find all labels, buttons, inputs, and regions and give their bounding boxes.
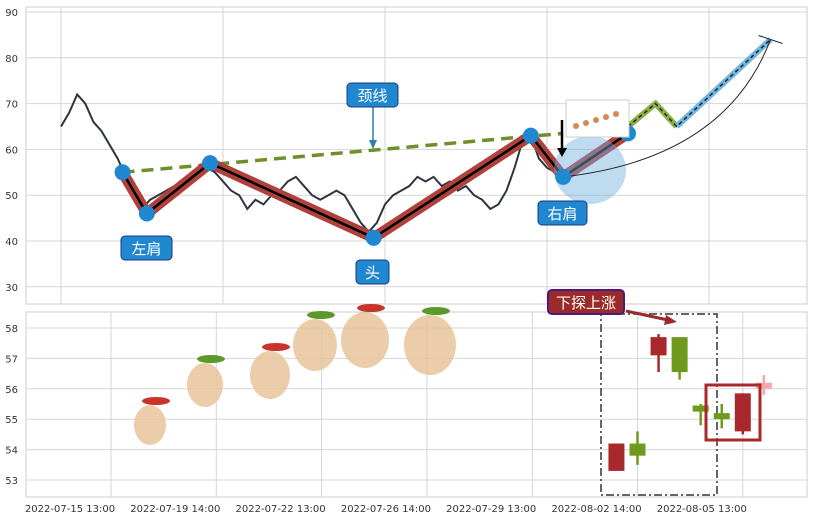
candle-body	[671, 337, 688, 373]
pattern-point-marker	[114, 164, 131, 181]
reindeer-icon	[573, 123, 579, 129]
candle-body	[692, 405, 709, 412]
pattern-point-marker	[555, 168, 572, 185]
y-tick-label: 60	[5, 145, 18, 156]
annotation-arrow-head	[664, 315, 677, 325]
candle-body	[755, 382, 772, 389]
y-tick-label: 57	[5, 354, 18, 365]
target-arc	[563, 39, 772, 178]
y-tick-label: 50	[5, 191, 18, 202]
neckline-arrow-head	[369, 140, 377, 149]
pattern-label: 左肩	[131, 240, 161, 258]
x-tick-label: 2022-08-02 14:00	[551, 504, 641, 515]
pattern-point-marker	[138, 205, 155, 222]
x-tick-label: 2022-08-05 13:00	[657, 504, 747, 515]
candle-body	[650, 337, 667, 356]
pattern-point-marker	[202, 155, 219, 172]
x-tick-label: 2022-07-15 13:00	[25, 504, 115, 515]
dog-sticker	[341, 312, 389, 368]
propeller-icon	[357, 304, 385, 312]
reindeer-icon	[583, 120, 589, 126]
dog-sticker	[293, 319, 337, 371]
projection-up-band	[674, 37, 773, 129]
propeller-icon	[197, 355, 225, 363]
y-tick-label: 30	[5, 283, 18, 294]
x-tick-label: 2022-07-29 13:00	[446, 504, 536, 515]
y-tick-label: 90	[5, 8, 18, 19]
pattern-point-marker	[522, 127, 539, 144]
pattern-label: 颈线	[357, 87, 387, 105]
y-tick-label: 54	[5, 446, 18, 457]
pointer-arrow-head	[557, 148, 567, 157]
neckline	[122, 131, 564, 175]
propeller-icon	[307, 311, 335, 319]
y-tick-label: 56	[5, 385, 18, 396]
y-tick-label: 70	[5, 100, 18, 111]
reindeer-icon	[603, 114, 609, 120]
annotation-label: 下探上涨	[556, 294, 616, 312]
pattern-label-box	[346, 82, 399, 108]
propeller-icon	[262, 343, 290, 351]
annotation-arrow	[625, 309, 669, 322]
candle-body	[734, 393, 751, 432]
propeller-icon	[142, 397, 170, 405]
pattern-label-box	[537, 200, 588, 226]
pattern-label-box	[355, 259, 390, 285]
highlight-box	[704, 383, 762, 442]
selection-box	[600, 313, 718, 496]
x-tick-label: 2022-07-26 14:00	[341, 504, 431, 515]
y-tick-label: 80	[5, 54, 18, 65]
y-tick-label: 58	[5, 324, 18, 335]
candle-body	[713, 413, 730, 420]
y-tick-label: 40	[5, 237, 18, 248]
pattern-point-marker	[365, 229, 382, 246]
projection-line	[627, 38, 772, 128]
propeller-icon	[422, 307, 450, 315]
dog-sticker	[134, 405, 166, 445]
x-tick-label: 2022-07-19 14:00	[130, 504, 220, 515]
annotation-box	[547, 289, 625, 315]
reindeer-icon	[593, 117, 599, 123]
pattern-label: 右肩	[547, 205, 577, 223]
pattern-label: 头	[365, 264, 380, 282]
candle-body	[629, 443, 646, 456]
dog-sticker	[404, 315, 456, 375]
highlight-circle	[554, 136, 626, 204]
y-tick-label: 53	[5, 476, 18, 487]
dog-sticker	[250, 351, 290, 399]
target-tick	[758, 35, 783, 44]
dog-sticker	[187, 363, 223, 407]
y-tick-label: 55	[5, 415, 18, 426]
reindeer-icon	[613, 111, 619, 117]
candle-body	[608, 443, 625, 471]
pattern-label-box	[120, 235, 173, 261]
x-tick-label: 2022-07-22 13:00	[236, 504, 326, 515]
